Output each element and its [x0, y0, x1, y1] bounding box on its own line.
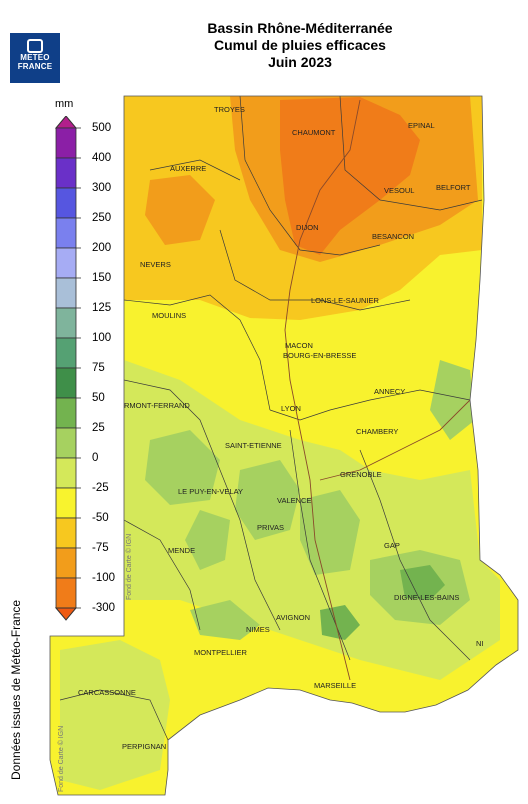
legend-swatch [55, 307, 77, 339]
legend-swatch [55, 157, 77, 189]
city-label: SAINT-ETIENNE [225, 441, 282, 450]
legend-tick-label: -50 [92, 512, 109, 524]
title-line2: Cumul de pluies efficaces [214, 37, 386, 53]
logo-icon [27, 39, 43, 53]
city-label: GRENOBLE [340, 470, 382, 479]
city-label: MACON [285, 341, 313, 350]
city-label: MARSEILLE [314, 681, 356, 690]
legend-tick-label: -100 [92, 572, 116, 584]
legend-tick-label: 300 [92, 182, 112, 194]
city-label: DIGNE-LES-BAINS [394, 593, 459, 602]
map-outline [49, 95, 519, 796]
city-label: NEVERS [140, 260, 171, 269]
city-label: PRIVAS [257, 523, 284, 532]
legend-tick-label: 400 [92, 152, 112, 164]
city-label: BESANCON [372, 232, 414, 241]
city-label: LYON [281, 404, 301, 413]
city-label: EPINAL [408, 121, 435, 130]
city-label: AVIGNON [276, 613, 310, 622]
title-line3: Juin 2023 [268, 54, 332, 70]
logo-text-line2: FRANCE [17, 62, 53, 71]
city-label: CHAUMONT [292, 128, 336, 137]
city-label: MOULINS [152, 311, 186, 320]
legend-swatch [55, 547, 77, 579]
legend-tick-label: 25 [92, 422, 105, 434]
city-label: TROYES [214, 105, 245, 114]
legend-swatch [55, 187, 77, 219]
city-label: MONTPELLIER [194, 648, 248, 657]
color-legend [54, 116, 81, 621]
legend-tick-label: -75 [92, 542, 109, 554]
department-borders [59, 96, 483, 741]
city-label: PERPIGNAN [122, 742, 166, 751]
legend-tick-label: 75 [92, 362, 105, 374]
city-label: ANNECY [374, 387, 405, 396]
legend-tick-label: -300 [92, 602, 116, 614]
city-label: BELFORT [436, 183, 471, 192]
legend-arrow-bottom [54, 607, 78, 621]
city-label: BOURG-EN-BRESSE [283, 351, 356, 360]
logo-text-line1: METEO [20, 53, 50, 62]
legend-swatch [55, 217, 77, 249]
city-labels: TROYES CHAUMONT EPINAL AUXERRE VESOUL BE… [78, 105, 484, 751]
legend-swatch [55, 457, 77, 489]
city-label: LE PUY-EN-VELAY [178, 487, 243, 496]
legend-swatch [55, 427, 77, 459]
map-credit: Fond de Carte © IGN [125, 534, 133, 600]
legend-swatch [55, 517, 77, 549]
legend-tick-label: 150 [92, 272, 112, 284]
city-label: MENDE [168, 546, 195, 555]
city-label: LONS-LE-SAUNIER [311, 296, 380, 305]
city-label: NIMES [246, 625, 270, 634]
legend-tick-label: 250 [92, 212, 112, 224]
city-label: CHAMBERY [356, 427, 398, 436]
data-credit: Données issues de Météo-France [9, 599, 23, 780]
legend-swatch [55, 487, 77, 519]
legend-swatch [55, 277, 77, 309]
legend-tick-label: 0 [92, 452, 99, 464]
rivers [284, 99, 471, 681]
city-label: VALENCE [277, 496, 311, 505]
legend-tick-label: 200 [92, 242, 112, 254]
city-label: DIJON [296, 223, 319, 232]
map-credit: Fond de Carte © IGN [57, 726, 65, 792]
city-label: NI [476, 639, 484, 648]
legend-swatch [55, 337, 77, 369]
legend-swatch [55, 127, 77, 159]
map-title: Bassin Rhône-Méditerranée Cumul de pluie… [150, 20, 450, 71]
title-line1: Bassin Rhône-Méditerranée [207, 20, 393, 36]
city-label: AUXERRE [170, 164, 206, 173]
legend-tick-label: -25 [92, 482, 109, 494]
legend-swatch [55, 367, 77, 399]
legend-unit: mm [55, 98, 74, 110]
city-label: CARCASSONNE [78, 688, 136, 697]
legend-tick-label: 100 [92, 332, 112, 344]
city-label: GAP [384, 541, 400, 550]
legend-swatch [55, 397, 77, 429]
legend-tick-label: 500 [92, 122, 112, 134]
legend-tick-label: 125 [92, 302, 112, 314]
legend-swatch [55, 577, 77, 609]
meteo-france-logo: METEO FRANCE [10, 33, 60, 83]
legend-arrow-top [54, 116, 78, 129]
legend-swatch [55, 247, 77, 279]
rainfall-field [50, 96, 518, 795]
city-label: RMONT-FERRAND [124, 401, 190, 410]
legend-tick-label: 50 [92, 392, 105, 404]
city-label: VESOUL [384, 186, 414, 195]
